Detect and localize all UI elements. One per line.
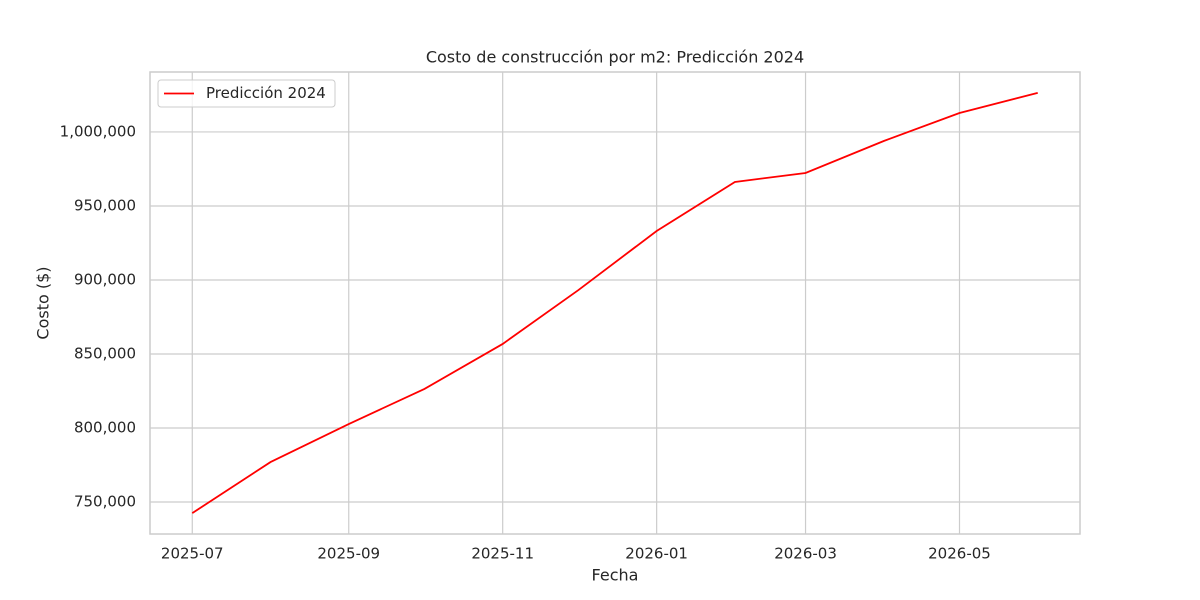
y-tick-label: 850,000	[74, 344, 136, 362]
x-tick-label: 2026-05	[928, 545, 991, 563]
y-tick-label: 900,000	[74, 270, 136, 288]
legend-box	[157, 79, 336, 108]
y-tick-label: 800,000	[74, 419, 136, 437]
x-tick-label: 2025-07	[161, 545, 224, 563]
plot-frame	[149, 71, 1081, 535]
line	[191, 91, 1038, 514]
x-tick-label: 2026-01	[625, 545, 688, 563]
x-axis-label: Fecha	[592, 566, 639, 585]
y-axis-label: Costo ($)	[34, 266, 53, 339]
x-tick-label: 2025-09	[317, 545, 380, 563]
chart-title: Costo de construcción por m2: Predicción…	[426, 48, 804, 67]
x-tick-label: 2025-11	[471, 545, 534, 563]
legend-label: Predicción 2024	[206, 84, 326, 102]
x-tick-label: 2026-03	[774, 545, 837, 563]
y-tick-label: 750,000	[74, 493, 136, 511]
y-tick-label: 1,000,000	[60, 122, 136, 140]
y-tick-label: 950,000	[74, 196, 136, 214]
